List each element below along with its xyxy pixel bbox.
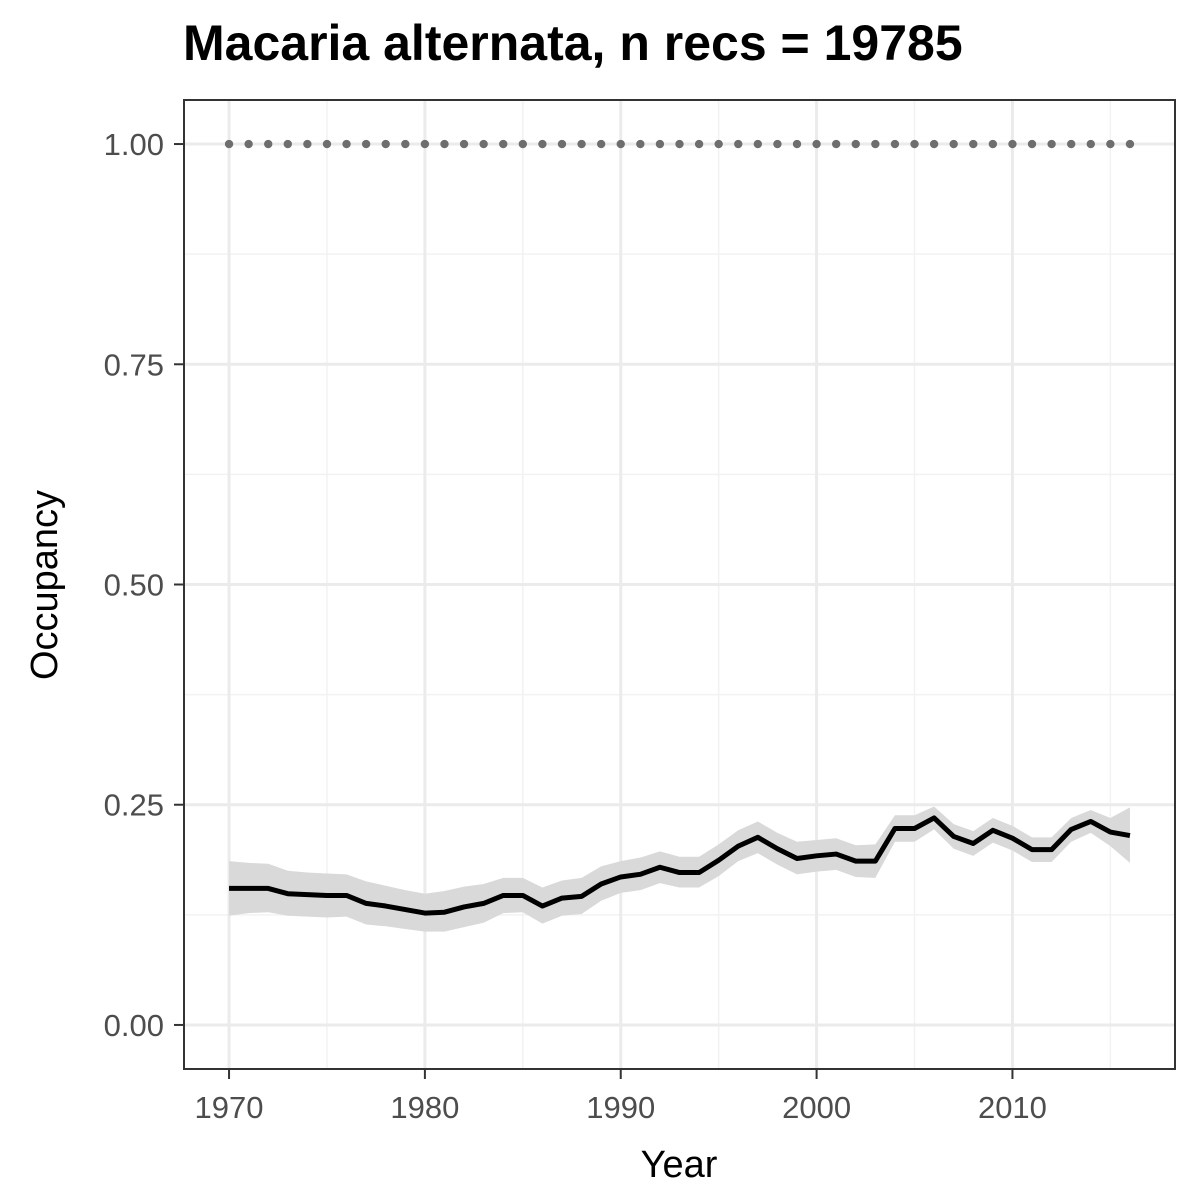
reference-point xyxy=(577,139,586,149)
reference-point xyxy=(910,139,919,149)
reference-point xyxy=(694,139,704,149)
x-tick-label: 2010 xyxy=(978,1090,1047,1125)
reference-point xyxy=(1106,139,1115,149)
reference-point xyxy=(929,139,939,149)
reference-point xyxy=(264,139,273,149)
reference-point xyxy=(440,139,449,149)
reference-point xyxy=(616,139,625,149)
reference-point xyxy=(224,139,234,149)
reference-point xyxy=(499,139,508,149)
reference-point xyxy=(322,139,332,149)
chart-title: Macaria alternata, n recs = 19785 xyxy=(183,15,963,71)
reference-point xyxy=(459,139,469,149)
reference-point xyxy=(381,139,390,149)
reference-point xyxy=(734,139,743,149)
reference-point xyxy=(1086,139,1095,149)
reference-point xyxy=(851,139,860,149)
y-tick-label: 0.00 xyxy=(104,1008,164,1043)
reference-point xyxy=(401,139,410,149)
y-axis-title: Occupancy xyxy=(24,490,66,680)
mean-occupancy-line xyxy=(229,815,1131,916)
reference-point xyxy=(1027,139,1037,149)
x-axis: 1970 1980 1990 2000 2010 xyxy=(195,1069,1047,1125)
reference-point xyxy=(969,139,978,149)
mean-line-layer xyxy=(229,815,1131,916)
reference-point xyxy=(303,139,312,149)
reference-point xyxy=(538,139,547,149)
y-axis: 0.00 0.25 0.50 0.75 1.00 xyxy=(104,127,184,1043)
reference-point xyxy=(420,139,430,149)
x-tick-label: 1980 xyxy=(390,1090,459,1125)
x-tick-label: 1970 xyxy=(195,1090,264,1125)
reference-point xyxy=(753,139,763,149)
reference-point xyxy=(890,139,900,149)
reference-point xyxy=(812,139,821,149)
reference-points-layer xyxy=(224,139,1135,149)
reference-point xyxy=(1125,139,1135,149)
reference-point xyxy=(1047,139,1056,149)
reference-point xyxy=(1066,139,1076,149)
reference-point xyxy=(479,139,488,149)
reference-point xyxy=(773,139,782,149)
confidence-ribbon xyxy=(229,806,1130,932)
major-gridlines xyxy=(184,100,1175,1069)
reference-point xyxy=(871,139,880,149)
reference-point xyxy=(244,139,253,149)
confidence-ribbon-layer xyxy=(229,806,1130,932)
y-tick-label: 0.25 xyxy=(104,788,164,823)
reference-point xyxy=(361,139,371,149)
reference-point xyxy=(283,139,293,149)
reference-point xyxy=(655,139,665,149)
reference-point xyxy=(342,139,351,149)
y-tick-label: 1.00 xyxy=(104,127,164,162)
reference-point xyxy=(949,139,958,149)
x-tick-label: 2000 xyxy=(782,1090,851,1125)
x-axis-title: Year xyxy=(641,1144,718,1186)
reference-point xyxy=(714,139,723,149)
x-tick-label: 1990 xyxy=(586,1090,655,1125)
reference-point xyxy=(988,139,998,149)
y-tick-label: 0.75 xyxy=(104,347,164,382)
reference-point xyxy=(557,139,567,149)
reference-point xyxy=(675,139,684,149)
reference-point xyxy=(518,139,528,149)
y-tick-label: 0.50 xyxy=(104,568,164,603)
reference-point xyxy=(596,139,606,149)
reference-point xyxy=(831,139,841,149)
reference-point xyxy=(1008,139,1017,149)
reference-point xyxy=(792,139,802,149)
reference-point xyxy=(636,139,645,149)
